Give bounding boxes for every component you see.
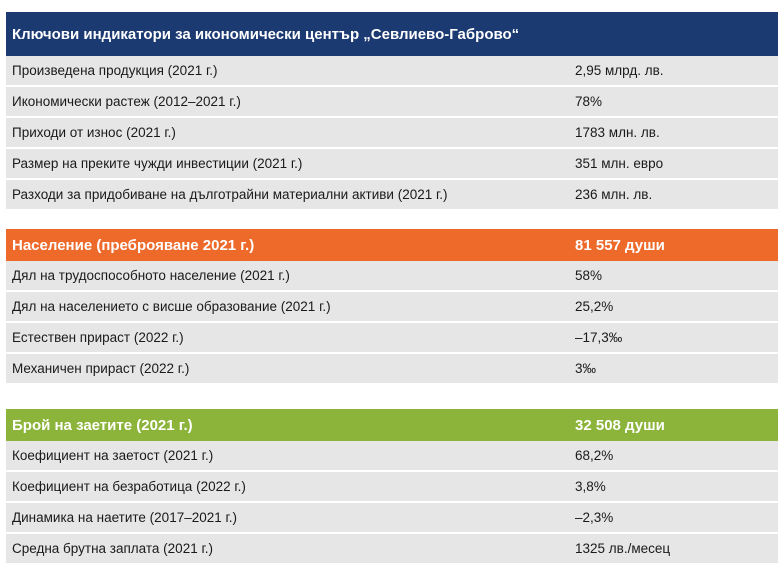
table-row: Дял на населението с висше образование (… (6, 292, 778, 323)
row-label: Разходи за придобиване на дълготрайни ма… (12, 187, 448, 202)
row-label: Коефициент на безработица (2022 г.) (12, 479, 246, 494)
row-value: 351 млн. евро (575, 156, 664, 171)
row-label: Размер на преките чужди инвестиции (2021… (12, 156, 303, 171)
row-label: Средна брутна заплата (2021 г.) (12, 541, 213, 556)
section-title: Брой на заетите (2021 г.) (12, 416, 193, 434)
table-row: Приходи от износ (2021 г.) 1783 млн. лв. (6, 118, 778, 149)
economic-indicators-header: Ключови индикатори за икономически центъ… (6, 12, 778, 56)
section-spacer (6, 211, 784, 229)
row-value: 78% (575, 94, 603, 109)
row-value: 68,2% (575, 448, 614, 463)
row-value: 2,95 млрд. лв. (575, 63, 664, 78)
row-value: –17,3‰ (575, 330, 623, 345)
row-label: Дял на населението с висше образование (… (12, 299, 331, 314)
row-label: Произведена продукция (2021 г.) (12, 63, 218, 78)
row-value: 3,8% (575, 479, 606, 494)
section-title: Ключови индикатори за икономически центъ… (12, 25, 520, 43)
table-row: Разходи за придобиване на дълготрайни ма… (6, 180, 778, 211)
row-label: Коефициент на заетост (2021 г.) (12, 448, 214, 463)
table-row: Динамика на наетите (2017–2021 г.) –2,3% (6, 503, 778, 534)
row-value: 25,2% (575, 299, 614, 314)
section-title: Население (преброяване 2021 г.) (12, 236, 255, 254)
table-row: Механичен прираст (2022 г.) 3‰ (6, 354, 778, 385)
row-value: 236 млн. лв. (575, 187, 653, 202)
row-label: Приходи от износ (2021 г.) (12, 125, 176, 140)
population-header: Население (преброяване 2021 г.) 81 557 д… (6, 229, 778, 261)
table-row: Средна брутна заплата (2021 г.) 1325 лв.… (6, 534, 778, 565)
row-value: –2,3% (575, 510, 614, 525)
population-section: Население (преброяване 2021 г.) 81 557 д… (6, 229, 778, 385)
table-row: Дял на трудоспособното население (2021 г… (6, 261, 778, 292)
section-value: 32 508 души (575, 416, 665, 434)
row-label: Механичен прираст (2022 г.) (12, 361, 190, 376)
section-value: 81 557 души (575, 236, 665, 254)
row-value: 1783 млн. лв. (575, 125, 660, 140)
table-row: Коефициент на безработица (2022 г.) 3,8% (6, 472, 778, 503)
table-row: Икономически растеж (2012–2021 г.) 78% (6, 87, 778, 118)
row-value: 3‰ (575, 361, 597, 376)
row-label: Естествен прираст (2022 г.) (12, 330, 184, 345)
table-row: Коефициент на заетост (2021 г.) 68,2% (6, 441, 778, 472)
row-value: 58% (575, 268, 603, 283)
employment-section: Брой на заетите (2021 г.) 32 508 души Ко… (6, 409, 778, 565)
row-label: Дял на трудоспособното население (2021 г… (12, 268, 290, 283)
section-spacer (6, 385, 784, 409)
table-row: Размер на преките чужди инвестиции (2021… (6, 149, 778, 180)
row-value: 1325 лв./месец (575, 541, 671, 556)
row-label: Икономически растеж (2012–2021 г.) (12, 94, 241, 109)
economic-indicators-section: Ключови индикатори за икономически центъ… (6, 12, 778, 211)
employment-header: Брой на заетите (2021 г.) 32 508 души (6, 409, 778, 441)
table-row: Естествен прираст (2022 г.) –17,3‰ (6, 323, 778, 354)
indicators-table: Ключови индикатори за икономически центъ… (6, 12, 784, 565)
table-row: Произведена продукция (2021 г.) 2,95 млр… (6, 56, 778, 87)
row-label: Динамика на наетите (2017–2021 г.) (12, 510, 238, 525)
